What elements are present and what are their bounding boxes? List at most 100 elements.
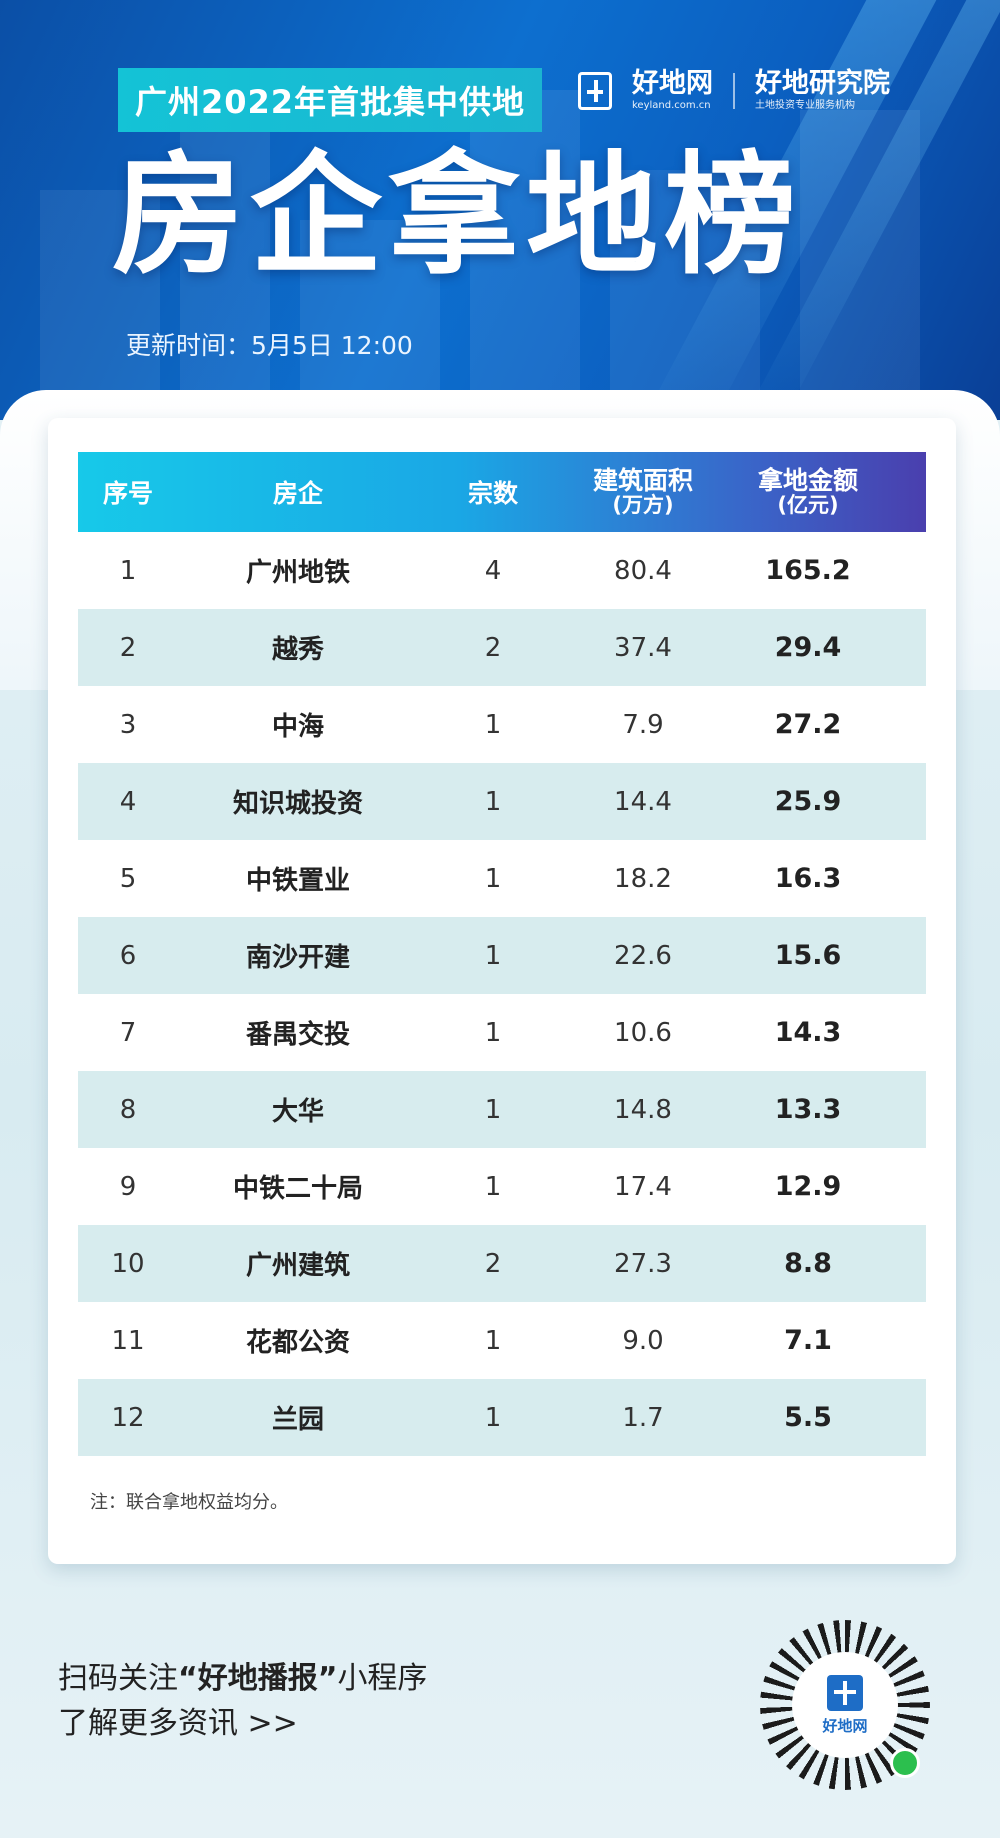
logo-institute-tagline: 土地投资专业服务机构 [755, 100, 855, 111]
area-cell: 18.2 [614, 863, 672, 894]
amount-cell: 7.1 [784, 1325, 832, 1356]
amount-cell: 25.9 [774, 786, 842, 817]
area-cell: 7.9 [622, 709, 664, 740]
background-building [40, 190, 160, 420]
company-cell: 大华 [271, 1097, 324, 1127]
table-row: 6 南沙开建 1 22.6 15.6 [78, 917, 926, 994]
rank-cell: 10 [111, 1248, 145, 1279]
rank-cell: 11 [111, 1325, 145, 1356]
table-row: 11 花都公资 1 9.0 7.1 [78, 1302, 926, 1379]
header-company: 房企 [272, 479, 323, 508]
deals-cell: 1 [484, 786, 502, 817]
deals-cell: 2 [484, 632, 502, 663]
footer-suffix: 小程序 [337, 1661, 428, 1696]
deals-cell: 2 [484, 1248, 502, 1279]
header-area-label: 建筑面积 [592, 465, 693, 495]
haodi-logo-icon [827, 1674, 863, 1711]
table-row: 9 中铁二十局 1 17.4 12.9 [78, 1148, 926, 1225]
amount-cell: 5.5 [784, 1402, 832, 1433]
company-cell: 花都公资 [245, 1328, 350, 1358]
deals-cell: 1 [484, 1171, 502, 1202]
area-cell: 27.3 [614, 1248, 672, 1279]
company-cell: 中铁二十局 [232, 1174, 363, 1204]
amount-cell: 15.6 [774, 940, 842, 971]
header-rank: 序号 [102, 479, 153, 508]
logo-haodiwang: 好地网 keyland.com.cn [632, 70, 713, 111]
amount-cell: 14.3 [774, 1017, 842, 1048]
miniprogram-qr-code[interactable]: 好地网 [760, 1620, 930, 1790]
deals-cell: 1 [484, 1017, 502, 1048]
amount-cell: 16.3 [774, 863, 842, 894]
footer-prefix: 扫码关注 [58, 1661, 178, 1696]
table-row: 10 广州建筑 2 27.3 8.8 [78, 1225, 926, 1302]
logo-institute-name: 好地研究院 [755, 68, 890, 99]
amount-cell: 8.8 [784, 1248, 832, 1279]
page-title: 房企拿地榜 [112, 139, 802, 293]
area-cell: 37.4 [614, 632, 672, 663]
rank-cell: 9 [119, 1171, 137, 1202]
header-area-unit: (万方) [612, 493, 674, 518]
area-cell: 17.4 [614, 1171, 672, 1202]
amount-cell: 29.4 [774, 632, 842, 663]
rank-cell: 5 [119, 863, 137, 894]
company-cell: 中铁置业 [245, 866, 350, 896]
rank-cell: 1 [119, 555, 137, 586]
background-building [800, 110, 920, 420]
area-cell: 80.4 [614, 555, 672, 586]
area-cell: 14.4 [614, 786, 672, 817]
footer-cta: 扫码关注“好地播报”小程序 了解更多资讯 >> [58, 1656, 427, 1746]
rank-cell: 2 [119, 632, 137, 663]
background-building [180, 120, 270, 420]
deals-cell: 1 [484, 709, 502, 740]
logo-divider [733, 72, 735, 109]
table-row: 4 知识城投资 1 14.4 25.9 [78, 763, 926, 840]
rank-cell: 3 [119, 709, 137, 740]
background-building [300, 220, 440, 420]
company-cell: 兰园 [271, 1405, 324, 1435]
background-building [610, 170, 760, 420]
area-cell: 22.6 [614, 940, 672, 971]
company-cell: 广州建筑 [245, 1251, 350, 1281]
table-row: 12 兰园 1 1.7 5.5 [78, 1379, 926, 1456]
update-time: 更新时间：5月5日 12:00 [126, 331, 413, 360]
qr-label: 好地网 [822, 1716, 868, 1735]
table-note: 注：联合拿地权益均分。 [90, 1492, 288, 1513]
area-cell: 14.8 [614, 1094, 672, 1125]
rank-cell: 8 [119, 1094, 137, 1125]
area-cell: 1.7 [622, 1402, 664, 1433]
company-cell: 广州地铁 [245, 558, 350, 588]
haodi-logo-icon [578, 71, 612, 110]
header-amount-unit: (亿元) [777, 493, 839, 518]
logo-institute: 好地研究院 土地投资专业服务机构 [755, 70, 890, 111]
header-deals: 宗数 [467, 479, 518, 508]
logo-haodiwang-name: 好地网 [632, 68, 713, 99]
rank-cell: 6 [119, 940, 137, 971]
deals-cell: 1 [484, 1325, 502, 1356]
wechat-miniprogram-icon [890, 1748, 920, 1778]
company-cell: 番禺交投 [245, 1020, 350, 1050]
header-area: 建筑面积 (万方) [568, 465, 718, 518]
area-cell: 9.0 [622, 1325, 664, 1356]
table-row: 7 番禺交投 1 10.6 14.3 [78, 994, 926, 1071]
footer-more-link[interactable]: 了解更多资讯 >> [58, 1706, 298, 1741]
header-amount: 拿地金额 (亿元) [718, 465, 898, 518]
brand-logos: 好地网 keyland.com.cn 好地研究院 土地投资专业服务机构 [578, 70, 890, 111]
miniprogram-name: “好地播报” [178, 1661, 338, 1696]
background-building [470, 90, 580, 420]
event-subtitle: 广州2022年首批集中供地 [118, 68, 542, 132]
table-header: 序号 房企 宗数 建筑面积 (万方) 拿地金额 (亿元) [78, 452, 926, 532]
table-row: 5 中铁置业 1 18.2 16.3 [78, 840, 926, 917]
table-row: 2 越秀 2 37.4 29.4 [78, 609, 926, 686]
header-amount-label: 拿地金额 [757, 465, 858, 495]
deals-cell: 1 [484, 940, 502, 971]
table-body: 1 广州地铁 4 80.4 165.2 2 越秀 2 37.4 29.4 3 中海 1 7.9 27.2 4 知… [78, 532, 926, 1456]
deals-cell: 1 [484, 863, 502, 894]
qr-center: 好地网 [792, 1652, 898, 1758]
rank-cell: 12 [111, 1402, 145, 1433]
deals-cell: 4 [484, 555, 502, 586]
company-cell: 越秀 [271, 635, 324, 665]
logo-haodiwang-domain: keyland.com.cn [632, 100, 711, 111]
ranking-table: 序号 房企 宗数 建筑面积 (万方) 拿地金额 (亿元) 1 广州地铁 4 80.4 1… [78, 452, 926, 1456]
rank-cell: 7 [119, 1017, 137, 1048]
amount-cell: 13.3 [774, 1094, 842, 1125]
